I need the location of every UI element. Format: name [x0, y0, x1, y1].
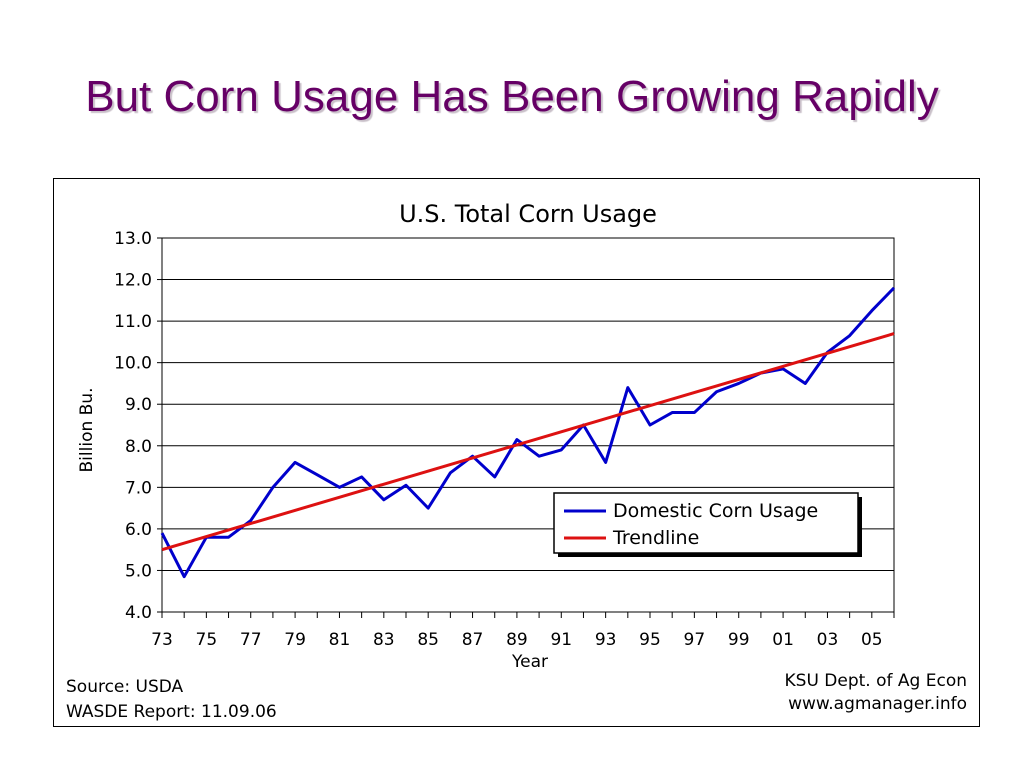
legend-label-trendline: Trendline	[612, 527, 699, 549]
y-tick-label: 8.0	[125, 437, 152, 457]
y-tick-label: 11.0	[114, 312, 152, 332]
y-tick-label: 5.0	[125, 561, 152, 581]
plot-area	[161, 237, 895, 613]
credit-line-1: KSU Dept. of Ag Econ	[784, 671, 967, 691]
x-tick-label: 05	[861, 630, 883, 650]
y-tick-label: 10.0	[114, 354, 152, 374]
x-tick-label: 93	[595, 630, 617, 650]
credit-line-2: www.agmanager.info	[788, 694, 967, 714]
x-tick-label: 77	[240, 630, 262, 650]
x-tick-label: 03	[817, 630, 839, 650]
x-tick-label: 75	[196, 630, 218, 650]
x-tick-label: 83	[373, 630, 395, 650]
y-tick-label: 6.0	[125, 520, 152, 540]
y-axis-label: Billion Bu.	[77, 388, 97, 473]
x-tick-label: 85	[417, 630, 439, 650]
legend-label-domestic: Domestic Corn Usage	[613, 500, 818, 522]
y-tick-label: 13.0	[114, 229, 152, 249]
source-line-1: Source: USDA	[66, 677, 184, 697]
chart-frame: U.S. Total Corn Usage 4.0 5.0 6.0 7.0 8.0 9.0 1…	[53, 178, 980, 727]
x-tick-label: 73	[151, 630, 173, 650]
series-trendline	[161, 332, 895, 552]
x-tick-label: 79	[284, 630, 306, 650]
x-tick-label: 01	[772, 630, 794, 650]
x-tick-label: 97	[684, 630, 706, 650]
x-tick-label: 87	[462, 630, 484, 650]
legend	[553, 492, 859, 554]
chart-title: U.S. Total Corn Usage	[399, 200, 657, 228]
x-tick-label: 89	[506, 630, 528, 650]
x-tick-label: 81	[329, 630, 351, 650]
corn-usage-chart: U.S. Total Corn Usage 4.0 5.0 6.0 7.0 8.0 9.0 1…	[77, 200, 896, 672]
x-tick-label: 95	[639, 630, 661, 650]
x-tick-label: 91	[550, 630, 572, 650]
slide-title: But Corn Usage Has Been Growing Rapidly	[85, 72, 939, 121]
y-tick-label: 9.0	[125, 395, 152, 415]
y-tick-label: 4.0	[125, 603, 152, 623]
y-tick-label: 12.0	[114, 271, 152, 291]
x-axis-label: Year	[511, 652, 548, 672]
x-tick-label: 99	[728, 630, 750, 650]
y-tick-label: 7.0	[125, 478, 152, 498]
source-line-2: WASDE Report: 11.09.06	[66, 702, 277, 722]
